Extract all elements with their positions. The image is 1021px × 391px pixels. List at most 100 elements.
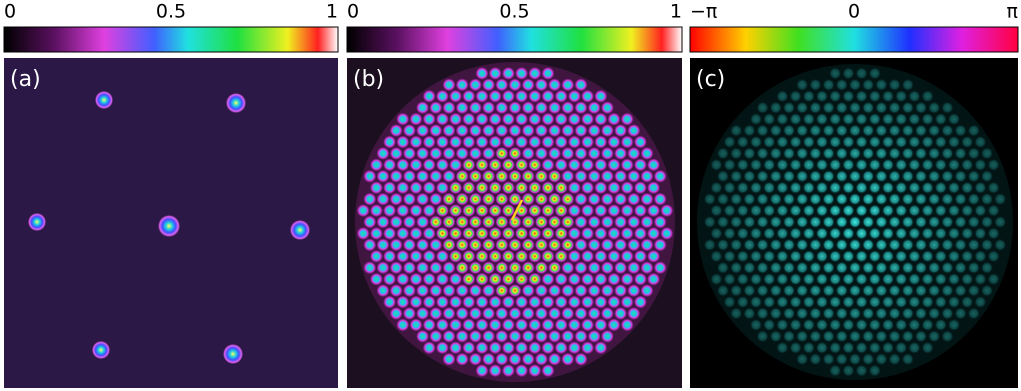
spot: [874, 169, 888, 183]
colorbar-tick-label: 1: [326, 1, 338, 23]
spot: [775, 158, 789, 172]
spot: [874, 215, 888, 229]
spot: [409, 250, 423, 263]
spot: [568, 181, 581, 194]
spot: [489, 227, 502, 240]
spot: [868, 112, 882, 126]
spot: [601, 261, 614, 274]
spot: [568, 112, 581, 126]
spot: [855, 89, 869, 103]
spot: [489, 67, 502, 80]
spot: [482, 192, 495, 206]
spot: [594, 90, 607, 103]
spot: [769, 169, 783, 183]
spot: [594, 272, 607, 286]
spot: [607, 204, 621, 217]
spot: [901, 146, 915, 160]
spot: [756, 192, 770, 206]
spot: [627, 284, 640, 297]
spot: [947, 249, 961, 263]
spot: [502, 67, 515, 80]
spot: [888, 169, 902, 183]
spot: [535, 78, 548, 92]
spot: [396, 112, 409, 126]
spot: [423, 250, 436, 263]
spot: [522, 284, 535, 297]
spot: [782, 329, 796, 343]
spot: [588, 192, 601, 206]
spot: [541, 318, 555, 332]
spot: [548, 307, 561, 320]
spot: [874, 78, 888, 92]
spot: [416, 170, 429, 183]
spot: [789, 89, 803, 103]
spot: [888, 101, 902, 115]
spot: [828, 204, 842, 218]
spot: [835, 215, 849, 229]
spot: [535, 192, 548, 206]
spot: [436, 341, 449, 354]
spot: [782, 192, 796, 206]
spot: [482, 284, 495, 297]
spot: [548, 101, 561, 114]
spot: [601, 124, 614, 137]
spot: [627, 307, 640, 320]
spot: [815, 158, 829, 172]
spot: [789, 135, 803, 149]
spot: [495, 307, 508, 320]
spot: [822, 352, 836, 366]
spot: [561, 147, 574, 160]
spot: [370, 250, 383, 263]
spot: [574, 170, 588, 183]
spot: [607, 158, 621, 172]
spot: [508, 101, 522, 114]
spot: [548, 215, 561, 229]
spot: [894, 89, 908, 103]
spot: [881, 112, 895, 126]
spot: [795, 352, 809, 366]
spot: [574, 284, 588, 297]
spot: [980, 192, 994, 206]
spot: [429, 238, 442, 252]
spot: [822, 192, 836, 206]
spot: [390, 170, 403, 183]
spot: [967, 124, 981, 138]
spot: [756, 238, 770, 252]
spot: [634, 272, 647, 286]
spot: [449, 204, 462, 217]
spot: [574, 307, 588, 320]
spot: [934, 295, 948, 309]
spot: [828, 249, 842, 263]
spot: [960, 272, 974, 286]
spot: [835, 146, 849, 160]
spot: [541, 67, 555, 80]
spot: [647, 250, 660, 263]
spot: [449, 250, 462, 263]
spot: [442, 284, 456, 297]
spot: [795, 146, 809, 160]
spot: [921, 226, 935, 240]
spot: [436, 204, 449, 217]
spot: [993, 238, 1007, 252]
spot: [736, 181, 750, 195]
spot: [462, 272, 475, 286]
spot: [370, 227, 383, 240]
spot: [987, 158, 1001, 172]
spot: [855, 272, 869, 286]
spot: [621, 158, 634, 172]
spot: [409, 135, 423, 149]
spot: [894, 295, 908, 309]
spot: [756, 146, 770, 160]
spot: [822, 261, 836, 275]
spot: [769, 238, 783, 252]
spot: [729, 261, 743, 275]
spot: [822, 238, 836, 252]
spot: [594, 250, 607, 263]
spot: [967, 192, 981, 206]
spot: [775, 112, 789, 126]
spot: [561, 192, 574, 206]
spot: [376, 261, 390, 274]
spot: [960, 158, 974, 172]
spot: [423, 318, 436, 332]
spot: [795, 306, 809, 320]
